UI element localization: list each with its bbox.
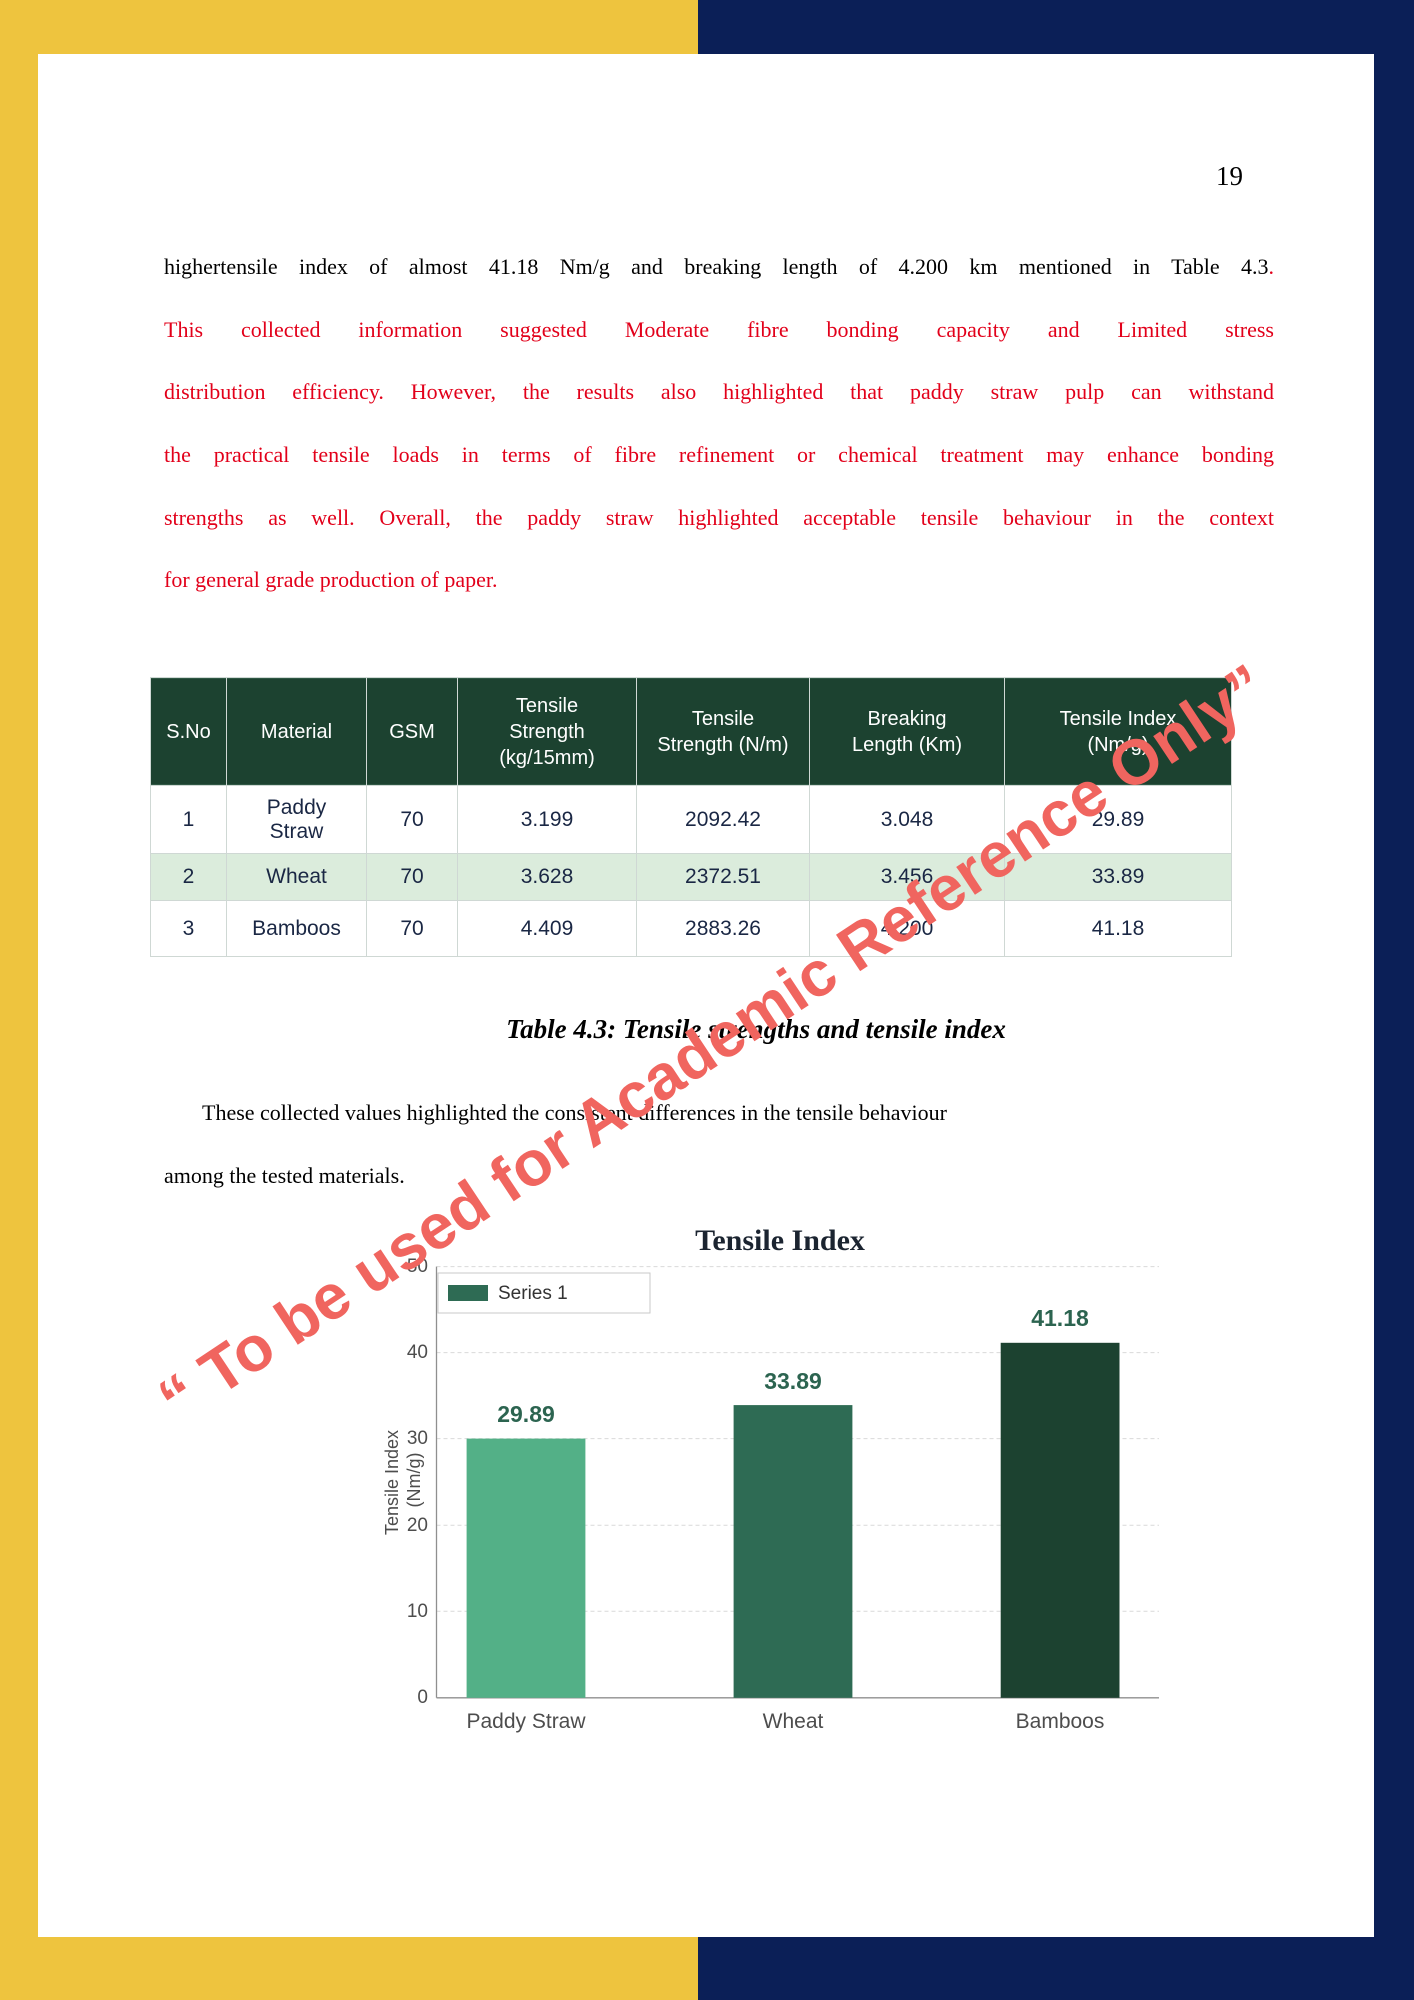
svg-text:Bamboos: Bamboos [1016, 1710, 1105, 1733]
svg-text:Series 1: Series 1 [498, 1283, 568, 1304]
svg-text:41.18: 41.18 [1031, 1305, 1089, 1331]
svg-text:Wheat: Wheat [763, 1710, 824, 1733]
svg-text:Tensile Index: Tensile Index [695, 1224, 865, 1257]
svg-text:Paddy Straw: Paddy Straw [466, 1710, 586, 1733]
svg-text:33.89: 33.89 [764, 1368, 822, 1394]
svg-text:29.89: 29.89 [497, 1401, 555, 1427]
svg-text:0: 0 [417, 1687, 428, 1708]
svg-text:30: 30 [407, 1428, 428, 1449]
svg-text:20: 20 [407, 1515, 428, 1536]
svg-text:10: 10 [407, 1601, 428, 1622]
svg-text:40: 40 [407, 1342, 428, 1363]
